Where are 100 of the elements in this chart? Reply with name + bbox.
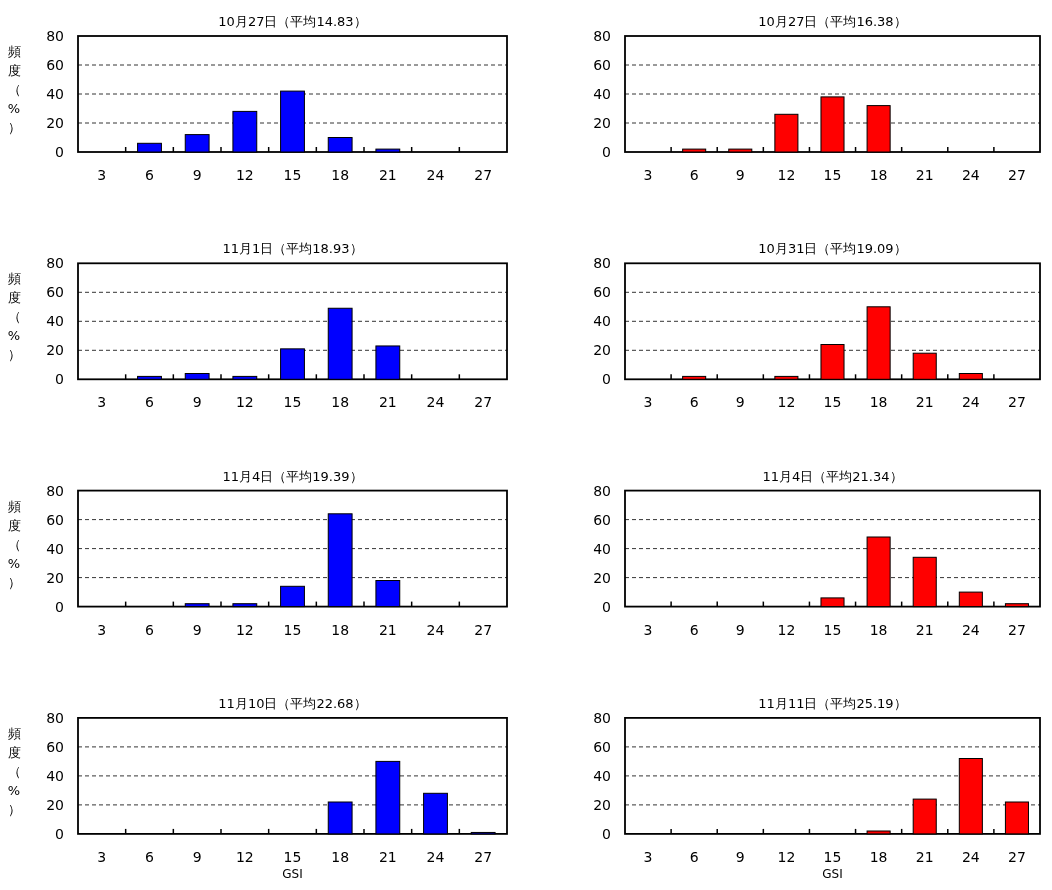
x-tick-label: 18 (869, 621, 888, 638)
x-tick-label: 6 (689, 848, 699, 865)
y-tick-label: 20 (593, 342, 611, 359)
x-tick-label: 18 (869, 394, 888, 411)
x-tick-label: 21 (915, 167, 934, 183)
y-tick-label: 0 (55, 598, 64, 615)
x-tick-label: 15 (283, 394, 302, 411)
y-tick-label: 20 (46, 342, 64, 359)
x-tick-label: 18 (331, 167, 350, 183)
y-tick-label: 0 (55, 825, 64, 842)
x-tick-label: 12 (777, 394, 796, 411)
x-tick-label: 27 (1008, 167, 1026, 183)
y-tick-label: 80 (46, 27, 64, 44)
x-tick-label: 3 (643, 394, 653, 411)
y-tick-label: 40 (593, 767, 611, 784)
chart-title: 11月10日（平均22.68） (218, 695, 367, 711)
y-tick-label: 40 (593, 540, 611, 557)
x-tick-label: 6 (145, 848, 155, 865)
y-tick-label: 20 (593, 114, 611, 131)
x-tick-label: 12 (235, 167, 254, 183)
x-tick-label: 21 (378, 848, 397, 865)
x-tick-label: 3 (97, 167, 107, 183)
chart-title: 11月11日（平均25.19） (758, 695, 907, 711)
y-tick-label: 20 (593, 796, 611, 813)
x-tick-label: 15 (823, 848, 842, 865)
y-tick-label: 60 (46, 284, 64, 301)
x-tick-label: 27 (474, 848, 493, 865)
x-tick-label: 21 (915, 394, 934, 411)
x-tick-label: 12 (777, 167, 796, 183)
x-tick-label: 9 (192, 848, 202, 865)
x-tick-label: 27 (474, 621, 493, 638)
x-tick-label: 24 (426, 621, 445, 638)
y-tick-label: 40 (593, 313, 611, 330)
chart-title: 11月1日（平均18.93） (222, 241, 363, 257)
x-tick-label: 15 (283, 621, 302, 638)
x-tick-label: 18 (331, 621, 350, 638)
x-tick-label: 15 (823, 621, 842, 638)
y-tick-label: 40 (46, 540, 64, 557)
y-tick-label: 20 (46, 114, 64, 131)
y-tick-label: 60 (593, 284, 611, 301)
y-tick-label: 0 (55, 371, 64, 388)
y-tick-label: 0 (602, 598, 611, 615)
x-tick-label: 3 (643, 621, 653, 638)
x-tick-label: 21 (915, 621, 934, 638)
x-tick-label: 27 (1008, 848, 1026, 865)
y-tick-label: 20 (46, 569, 64, 586)
x-tick-label: 21 (378, 167, 397, 183)
x-tick-label: 27 (474, 394, 493, 411)
y-tick-label: 80 (46, 255, 64, 272)
x-tick-label: 9 (192, 621, 202, 638)
y-tick-label: 60 (46, 511, 64, 528)
y-axis-title: 頻度（%） (7, 725, 21, 817)
x-tick-label: 12 (777, 848, 796, 865)
chart-title: 11月4日（平均21.34） (762, 468, 903, 484)
x-tick-label: 18 (331, 848, 350, 865)
x-tick-label: 9 (735, 167, 745, 183)
x-axis-title: GSI (822, 866, 843, 881)
x-tick-label: 3 (97, 621, 107, 638)
x-tick-label: 24 (426, 167, 445, 183)
x-tick-label: 21 (378, 394, 397, 411)
y-tick-label: 40 (46, 767, 64, 784)
x-tick-label: 21 (378, 621, 397, 638)
x-tick-label: 6 (145, 394, 155, 411)
y-tick-label: 80 (593, 27, 611, 44)
y-tick-label: 80 (46, 482, 64, 499)
x-tick-label: 27 (1008, 621, 1026, 638)
x-tick-label: 15 (283, 167, 302, 183)
x-tick-label: 15 (823, 394, 842, 411)
y-tick-label: 60 (593, 738, 611, 755)
y-axis-title: 頻度（%） (7, 271, 21, 363)
x-tick-label: 6 (689, 621, 699, 638)
y-tick-label: 80 (593, 255, 611, 272)
y-tick-label: 60 (593, 56, 611, 73)
x-tick-label: 3 (97, 394, 107, 411)
chart-title: 10月27日（平均16.38） (758, 14, 907, 29)
x-tick-label: 21 (915, 848, 934, 865)
y-axis-title: 頻度（%） (7, 44, 21, 135)
x-tick-label: 6 (689, 167, 699, 183)
x-tick-label: 6 (145, 621, 155, 638)
x-tick-label: 9 (735, 394, 745, 411)
x-tick-label: 24 (961, 394, 980, 411)
x-tick-label: 3 (643, 167, 653, 183)
x-tick-label: 3 (97, 848, 107, 865)
chart-title: 10月27日（平均14.83） (218, 14, 367, 29)
y-tick-label: 20 (46, 796, 64, 813)
y-tick-label: 80 (593, 482, 611, 499)
y-tick-label: 40 (593, 85, 611, 102)
x-tick-label: 24 (961, 848, 980, 865)
y-tick-label: 0 (55, 143, 64, 160)
x-tick-label: 18 (869, 848, 888, 865)
x-tick-label: 12 (235, 621, 254, 638)
x-tick-label: 12 (777, 621, 796, 638)
chart-title: 11月4日（平均19.39） (222, 468, 363, 484)
chart-title: 10月31日（平均19.09） (758, 241, 907, 257)
y-tick-label: 0 (602, 143, 611, 160)
y-tick-label: 60 (46, 56, 64, 73)
y-tick-label: 0 (602, 825, 611, 842)
x-tick-label: 3 (643, 848, 653, 865)
x-tick-label: 15 (823, 167, 842, 183)
x-tick-label: 6 (689, 394, 699, 411)
